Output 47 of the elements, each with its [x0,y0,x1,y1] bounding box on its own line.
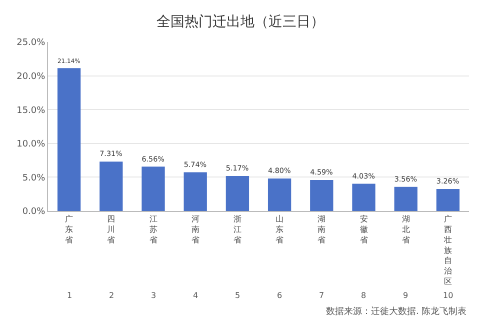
bar [142,166,165,211]
text: 7 [319,291,324,300]
x-tick-label: 湖北省 [402,214,410,244]
text: 2 [109,291,114,300]
x-tick-label: 河南省 [191,214,200,244]
x-tick-label: 湖南省 [318,214,326,244]
bar [394,186,418,211]
text: 10 [443,291,454,300]
y-tick-label: 0.0% [22,207,46,218]
data-label: 5.17% [226,164,249,173]
data-label: 5.74% [184,160,207,169]
bar [268,178,292,211]
text: 9 [403,291,408,300]
text: 6 [277,291,282,300]
bar [226,176,250,211]
bar [57,68,81,211]
bar [310,180,334,211]
y-tick-label: 10.0% [16,140,46,150]
x-tick-label: 广东省 [65,214,74,244]
text: 4 [193,291,198,300]
bar [352,184,376,211]
text: 1 [67,291,72,300]
chart-title: 全国热门迁出地（近三日） [156,14,324,30]
y-tick-label: 15.0% [16,106,46,116]
source-note: 数据来源：迁徙大数据. 陈龙飞制表 [326,306,467,317]
x-tick-label: 山东省 [276,214,284,244]
bar [184,172,207,211]
x-tick-label: 广西壮族自治区 [442,214,452,286]
data-label: 4.59% [310,168,334,177]
y-tick-label: 20.0% [16,72,46,82]
x-tick-label: 江苏省 [149,214,158,244]
data-label: 6.56% [142,154,165,164]
text: 5 [235,291,240,300]
data-label: 3.56% [394,174,418,184]
y-tick-label: 5.0% [22,173,46,184]
data-label: 4.03% [352,171,376,180]
data-label: 3.26% [436,176,460,186]
text: 3 [151,291,156,300]
y-tick-label: 25.0% [16,38,46,48]
bar [100,162,123,211]
bar [436,188,460,211]
x-tick-label: 安徽省 [360,214,368,244]
data-label: 4.80% [268,166,291,176]
x-tick-label: 四川省 [107,214,116,244]
data-label: 7.31% [100,149,123,158]
x-tick-label: 浙江省 [233,214,242,244]
text: 8 [361,291,366,300]
